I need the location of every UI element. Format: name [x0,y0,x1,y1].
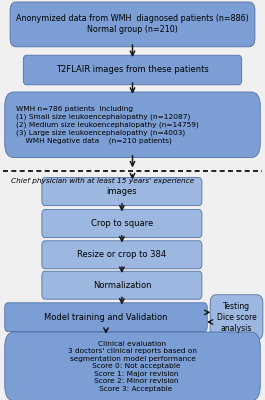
Text: T2FLAIR images from these patients: T2FLAIR images from these patients [56,66,209,74]
FancyBboxPatch shape [42,271,202,299]
FancyBboxPatch shape [210,295,263,340]
Text: Clinical evaluation
3 doctors' clinical reports based on
segmentation model perf: Clinical evaluation 3 doctors' clinical … [68,341,197,392]
FancyBboxPatch shape [42,241,202,269]
Text: Normalization: Normalization [93,281,151,290]
FancyBboxPatch shape [10,2,255,47]
FancyBboxPatch shape [42,210,202,238]
FancyBboxPatch shape [5,92,260,158]
Text: images: images [107,187,137,196]
Text: Anonymized data from WMH  diagnosed patients (n=886)
Normal group (n=210): Anonymized data from WMH diagnosed patie… [16,14,249,34]
FancyBboxPatch shape [23,55,242,85]
Text: Chief physician with at least 15 years' experience: Chief physician with at least 15 years' … [11,178,194,184]
FancyBboxPatch shape [5,332,260,400]
Text: Model training and Validation: Model training and Validation [44,313,168,322]
FancyBboxPatch shape [5,303,207,332]
Text: WMH n=786 patients  Including
(1) Small size leukoencephalopathy (n=12087)
(2) M: WMH n=786 patients Including (1) Small s… [16,106,199,144]
FancyBboxPatch shape [42,178,202,206]
Text: Crop to square: Crop to square [91,219,153,228]
Text: Testing
Dice score
analysis: Testing Dice score analysis [217,302,257,333]
Text: Resize or crop to 384: Resize or crop to 384 [77,250,166,259]
